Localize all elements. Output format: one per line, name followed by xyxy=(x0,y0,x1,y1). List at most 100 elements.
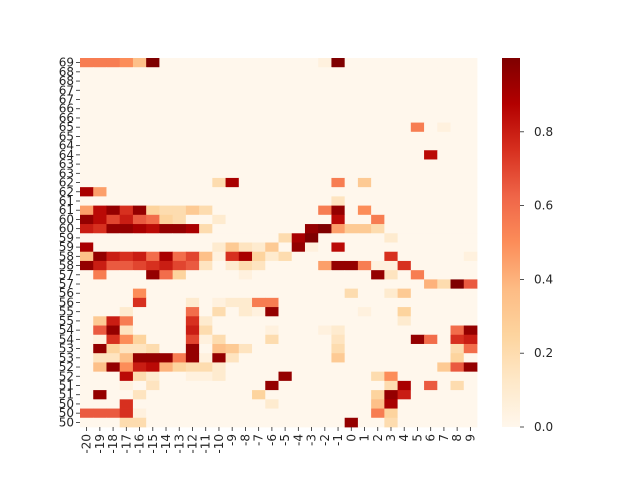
y-tick-label: 55 xyxy=(59,305,74,319)
heatmap-cell xyxy=(331,205,346,216)
heatmap-cell xyxy=(318,104,332,114)
heatmap-cell xyxy=(304,187,319,197)
y-tick-label: 66 xyxy=(59,102,74,116)
heatmap-cell xyxy=(146,58,160,68)
heatmap-cell xyxy=(252,233,266,243)
heatmap-cell xyxy=(172,196,187,207)
heatmap-cell xyxy=(212,371,226,382)
x-tick-label: 2 xyxy=(371,434,385,442)
heatmap-cell xyxy=(384,76,398,87)
heatmap-cell xyxy=(463,251,478,262)
heatmap-cell xyxy=(132,343,147,354)
heatmap-cell xyxy=(463,76,478,87)
heatmap-cell xyxy=(172,150,187,160)
heatmap-cell xyxy=(331,177,346,188)
heatmap-cell xyxy=(106,104,121,114)
heatmap-cell xyxy=(159,279,174,290)
heatmap-cell xyxy=(172,343,187,354)
heatmap-cell xyxy=(146,380,160,391)
heatmap-cell xyxy=(252,251,266,262)
heatmap-cell xyxy=(172,141,187,151)
heatmap-cell xyxy=(384,279,398,290)
heatmap-cell xyxy=(93,316,107,326)
heatmap-cell xyxy=(238,334,253,345)
heatmap-cell xyxy=(304,196,319,207)
heatmap-cell xyxy=(424,371,438,382)
heatmap-cell xyxy=(344,177,359,188)
heatmap-cell xyxy=(80,177,94,188)
heatmap-cell xyxy=(106,408,121,419)
heatmap-cell xyxy=(291,233,306,243)
heatmap-cell xyxy=(93,233,107,243)
heatmap-cell xyxy=(344,408,359,419)
heatmap-cell xyxy=(238,113,253,123)
heatmap-cell xyxy=(278,177,293,188)
heatmap-cell xyxy=(238,104,253,114)
heatmap-cell xyxy=(463,279,478,290)
heatmap-cell xyxy=(371,343,385,354)
heatmap-cell xyxy=(172,131,187,142)
heatmap-cell xyxy=(424,343,438,354)
heatmap-cell xyxy=(132,371,147,382)
heatmap-cell xyxy=(397,242,412,253)
heatmap-cell xyxy=(238,325,253,336)
heatmap-cell xyxy=(146,307,160,317)
heatmap-cell xyxy=(291,196,306,207)
heatmap-cell xyxy=(291,251,306,262)
heatmap-cell xyxy=(384,380,398,391)
heatmap-cell xyxy=(93,159,107,170)
heatmap-cell xyxy=(371,380,385,391)
heatmap-cell xyxy=(106,224,121,234)
heatmap-cell xyxy=(238,380,253,391)
heatmap-cell xyxy=(238,94,253,105)
heatmap-cell xyxy=(119,224,134,234)
heatmap-cell xyxy=(238,67,253,77)
heatmap-cell xyxy=(424,76,438,87)
heatmap-cell xyxy=(106,76,121,87)
heatmap-cell xyxy=(318,316,332,326)
x-tick-label: 4 xyxy=(397,434,411,442)
heatmap-cell xyxy=(212,270,226,280)
heatmap-cell xyxy=(172,325,187,336)
heatmap-cell xyxy=(146,94,160,105)
heatmap-cell xyxy=(93,150,107,160)
heatmap-cell xyxy=(172,399,187,409)
heatmap-cell xyxy=(357,113,372,123)
heatmap-cell xyxy=(384,67,398,77)
heatmap-cell xyxy=(225,76,240,87)
heatmap-cell xyxy=(278,187,293,197)
y-tick-label: 53 xyxy=(59,351,74,365)
heatmap-cell xyxy=(238,131,253,142)
heatmap-cell xyxy=(119,362,134,373)
heatmap-cell xyxy=(199,104,213,114)
heatmap-cell xyxy=(80,371,94,382)
heatmap-cell xyxy=(357,307,372,317)
heatmap-cell xyxy=(397,316,412,326)
heatmap-cell xyxy=(424,417,438,428)
heatmap-cell xyxy=(344,76,359,87)
colorbar-ticks: 0.0 0.2 0.4 0.6 0.8 xyxy=(520,125,553,434)
heatmap-cell xyxy=(291,85,306,96)
heatmap-cell xyxy=(304,399,319,409)
heatmap-cell xyxy=(450,131,465,142)
heatmap-cell xyxy=(384,362,398,373)
heatmap-cell xyxy=(132,177,147,188)
heatmap-cell xyxy=(252,159,266,170)
heatmap-cell xyxy=(331,242,346,253)
heatmap-cell xyxy=(371,76,385,87)
heatmap-cell xyxy=(331,270,346,280)
heatmap-cell xyxy=(93,390,107,400)
heatmap-cell xyxy=(304,260,319,271)
y-tick-label: 68 xyxy=(59,74,74,88)
heatmap-cell xyxy=(344,104,359,114)
heatmap-cell xyxy=(463,196,478,207)
heatmap-cell xyxy=(424,214,438,225)
heatmap-cell xyxy=(371,371,385,382)
heatmap-cell xyxy=(172,214,187,225)
heatmap-cell xyxy=(106,279,121,290)
heatmap-cell xyxy=(199,131,213,142)
heatmap-cell xyxy=(424,113,438,123)
heatmap-cell xyxy=(106,270,121,280)
heatmap-cell xyxy=(159,94,174,105)
heatmap-cell xyxy=(225,196,240,207)
